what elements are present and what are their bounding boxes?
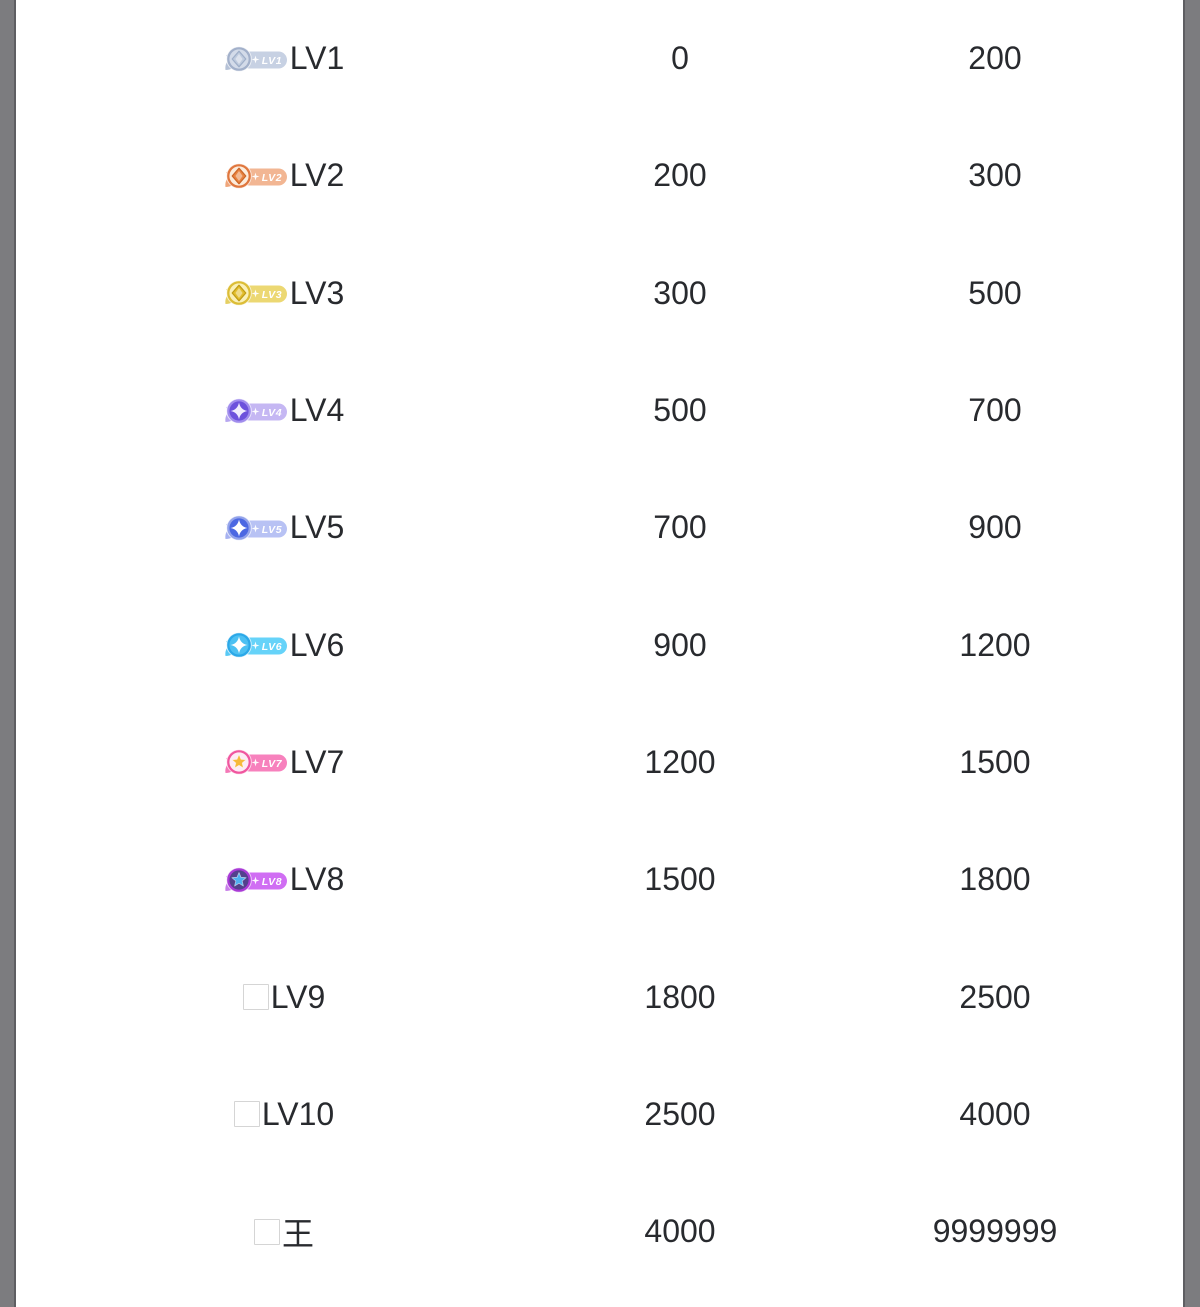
level-min-value: 0 <box>671 40 689 77</box>
level-min-value: 1200 <box>644 743 716 780</box>
level-max-value: 2500 <box>959 978 1031 1015</box>
level-row: LV10 2500 4000 <box>16 1056 1183 1173</box>
svg-text:LV4: LV4 <box>261 406 281 418</box>
level-label: LV10 <box>261 1095 335 1132</box>
level-badge-icon: LV1 <box>224 44 288 74</box>
level-label: 王 <box>281 1215 314 1252</box>
level-row: LV6 LV6 900 1200 <box>16 586 1183 703</box>
level-row: 王 4000 9999999 <box>16 1173 1183 1290</box>
level-min-value: 300 <box>653 274 707 311</box>
level-label: LV9 <box>270 978 326 1015</box>
level-badge-icon: LV5 <box>224 513 288 543</box>
level-max-value: 1800 <box>959 861 1031 898</box>
level-max-value: 4000 <box>959 1095 1031 1132</box>
level-max-value: 1200 <box>959 626 1031 663</box>
level-min-value: 1800 <box>644 978 716 1015</box>
level-label: LV1 <box>289 40 345 77</box>
level-cell: 王 <box>16 1209 552 1255</box>
level-max-value: 1500 <box>959 743 1031 780</box>
level-row: LV7 LV7 1200 1500 <box>16 704 1183 821</box>
level-max-value: 9999999 <box>932 1213 1058 1250</box>
levels-page: LV1 LV1 0 200 LV2 LV2 200 300 LV3 LV3 30… <box>14 0 1185 1307</box>
svg-text:LV1: LV1 <box>261 54 281 66</box>
svg-text:LV3: LV3 <box>261 289 281 301</box>
level-min-value: 200 <box>653 157 707 194</box>
level-cell: LV10 <box>16 1096 552 1133</box>
level-label: LV2 <box>289 157 345 194</box>
broken-image-placeholder <box>253 1218 280 1245</box>
svg-text:LV8: LV8 <box>261 876 281 888</box>
level-cell: LV4 LV4 <box>16 392 552 429</box>
level-min-value: 700 <box>653 509 707 546</box>
level-badge-icon: LV6 <box>224 630 288 660</box>
level-cell: LV1 LV1 <box>16 40 552 77</box>
level-cell: LV6 LV6 <box>16 627 552 664</box>
level-cell: LV9 <box>16 979 552 1016</box>
level-min-value: 500 <box>653 392 707 429</box>
level-row: LV3 LV3 300 500 <box>16 235 1183 352</box>
level-max-value: 900 <box>968 509 1022 546</box>
level-label: LV7 <box>289 743 345 780</box>
level-label: LV4 <box>289 392 345 429</box>
level-max-value: 700 <box>968 392 1022 429</box>
level-row: LV2 LV2 200 300 <box>16 117 1183 234</box>
level-label: LV8 <box>289 861 345 898</box>
level-min-value: 1500 <box>644 861 716 898</box>
level-label: LV6 <box>289 626 345 663</box>
level-row: LV1 LV1 0 200 <box>16 0 1183 117</box>
level-label: LV5 <box>289 509 345 546</box>
level-min-value: 4000 <box>644 1213 716 1250</box>
level-cell: LV7 LV7 <box>16 744 552 781</box>
level-row: LV9 1800 2500 <box>16 938 1183 1055</box>
level-max-value: 200 <box>968 40 1022 77</box>
broken-image-placeholder <box>242 984 269 1011</box>
level-max-value: 300 <box>968 157 1022 194</box>
level-badge-icon: LV3 <box>224 278 288 308</box>
svg-text:LV7: LV7 <box>261 758 282 770</box>
level-cell: LV2 LV2 <box>16 157 552 194</box>
levels-table: LV1 LV1 0 200 LV2 LV2 200 300 LV3 LV3 30… <box>16 0 1183 1290</box>
level-label: LV3 <box>289 274 345 311</box>
level-row: LV5 LV5 700 900 <box>16 469 1183 586</box>
level-min-value: 2500 <box>644 1095 716 1132</box>
level-cell: LV3 LV3 <box>16 275 552 312</box>
level-badge-icon: LV8 <box>224 865 288 895</box>
level-row: LV4 LV4 500 700 <box>16 352 1183 469</box>
svg-text:LV5: LV5 <box>261 524 281 536</box>
broken-image-placeholder <box>233 1101 260 1128</box>
svg-text:LV2: LV2 <box>261 172 281 184</box>
level-min-value: 900 <box>653 626 707 663</box>
level-cell: LV8 LV8 <box>16 861 552 898</box>
level-max-value: 500 <box>968 274 1022 311</box>
level-badge-icon: LV4 <box>224 396 288 426</box>
level-badge-icon: LV7 <box>224 747 288 777</box>
svg-text:LV6: LV6 <box>261 641 281 653</box>
level-badge-icon: LV2 <box>224 161 288 191</box>
level-row: LV8 LV8 1500 1800 <box>16 821 1183 938</box>
level-cell: LV5 LV5 <box>16 509 552 546</box>
